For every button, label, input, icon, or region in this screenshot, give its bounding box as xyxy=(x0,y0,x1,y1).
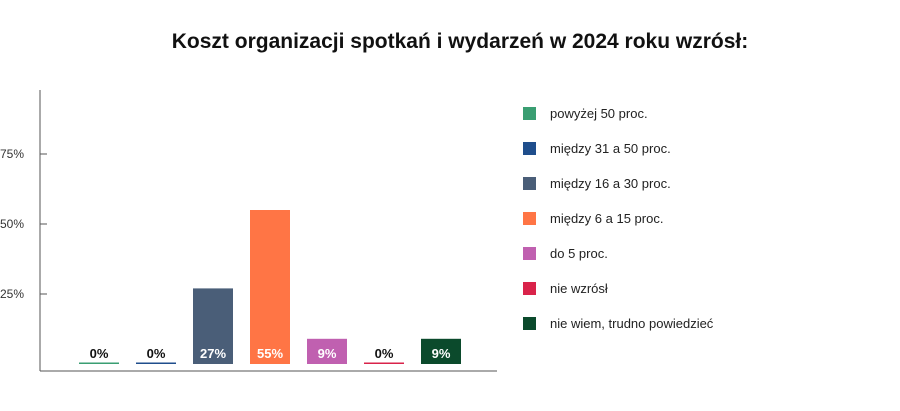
bar xyxy=(250,210,290,364)
bar-data-label: 9% xyxy=(318,346,337,361)
bar-data-label: 55% xyxy=(257,346,283,361)
bar xyxy=(193,288,233,364)
legend-label: powyżej 50 proc. xyxy=(550,106,648,121)
legend-item: nie wiem, trudno powiedzieć xyxy=(523,306,883,341)
y-tick-label: 25% xyxy=(0,287,24,301)
bar xyxy=(79,362,119,364)
legend-swatch xyxy=(523,212,536,225)
legend-item: między 16 a 30 proc. xyxy=(523,166,883,201)
bar xyxy=(136,362,176,364)
bar xyxy=(421,338,461,364)
legend-label: nie wzrósł xyxy=(550,281,608,296)
bar xyxy=(307,338,347,364)
legend-swatch xyxy=(523,177,536,190)
legend-label: do 5 proc. xyxy=(550,246,608,261)
chart-bars: 0% 0% 27% 55% 9% 0% 9% xyxy=(79,210,461,364)
legend-label: między 16 a 30 proc. xyxy=(550,176,671,191)
legend-item: nie wzrósł xyxy=(523,271,883,306)
y-tick-label: 75% xyxy=(0,147,24,161)
legend-swatch xyxy=(523,282,536,295)
chart-title: Koszt organizacji spotkań i wydarzeń w 2… xyxy=(171,30,749,53)
bar-data-label: 9% xyxy=(432,346,451,361)
legend-swatch xyxy=(523,107,536,120)
legend-label: między 6 a 15 proc. xyxy=(550,211,664,226)
bar-data-label: 0% xyxy=(147,346,166,361)
bar xyxy=(364,362,404,364)
legend-item: między 31 a 50 proc. xyxy=(523,131,883,166)
legend-label: nie wiem, trudno powiedzieć xyxy=(550,316,714,331)
bar-data-label: 0% xyxy=(375,346,394,361)
chart-legend: powyżej 50 proc. między 31 a 50 proc. międ… xyxy=(523,96,883,341)
legend-swatch xyxy=(523,317,536,330)
legend-label: między 31 a 50 proc. xyxy=(550,141,671,156)
legend-swatch xyxy=(523,142,536,155)
chart-axes: 25% 50% 75% xyxy=(0,90,497,372)
legend-item: między 6 a 15 proc. xyxy=(523,201,883,236)
y-tick-label: 50% xyxy=(0,217,24,231)
legend-swatch xyxy=(523,247,536,260)
bar-data-label: 27% xyxy=(200,346,226,361)
legend-item: powyżej 50 proc. xyxy=(523,96,883,131)
legend-item: do 5 proc. xyxy=(523,236,883,271)
bar-data-label: 0% xyxy=(90,346,109,361)
